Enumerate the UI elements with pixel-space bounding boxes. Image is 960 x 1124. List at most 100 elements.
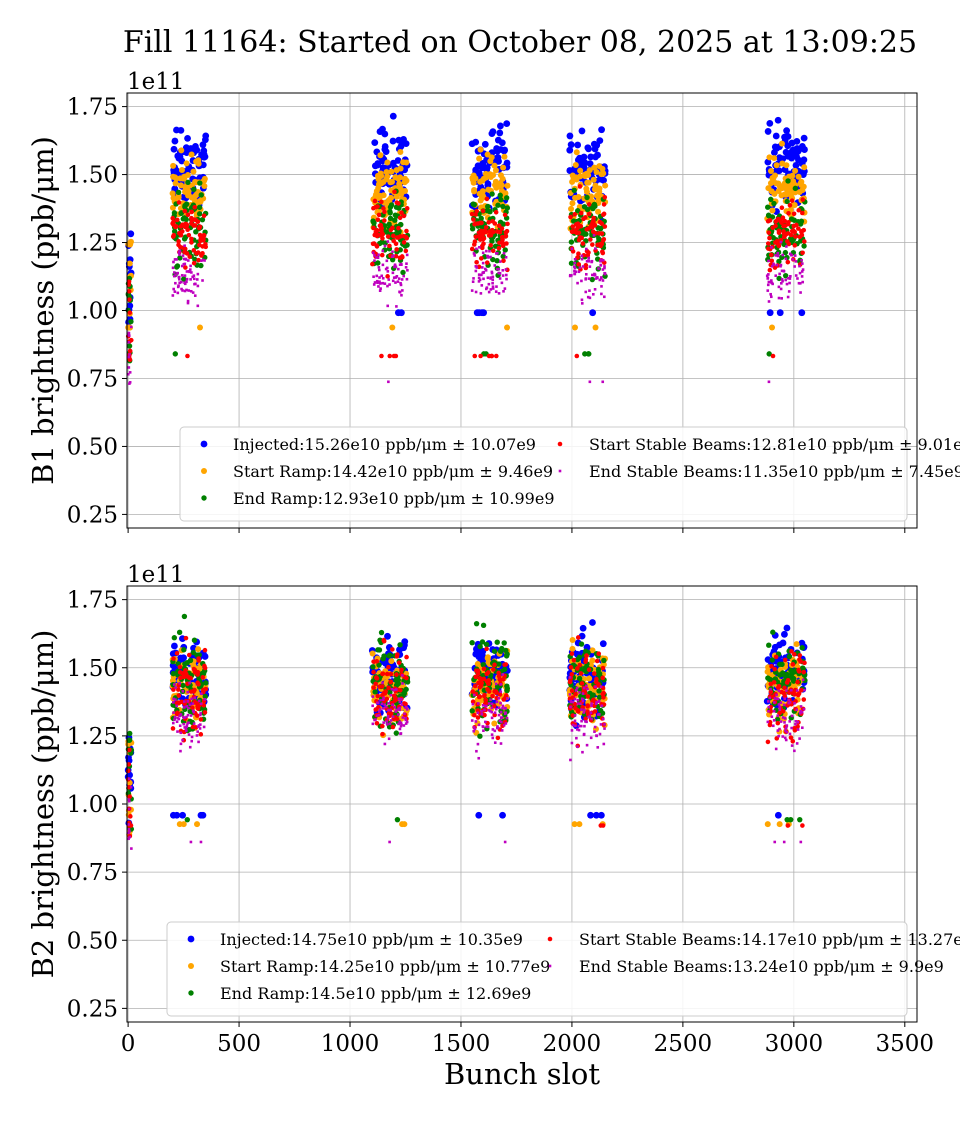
data-point-start-stable-beams xyxy=(492,662,497,668)
data-point-start-stable-beams xyxy=(374,228,380,233)
data-point-end-stable-beams xyxy=(194,282,197,286)
data-point-end-stable-beams xyxy=(482,277,485,281)
data-point-end-stable-beams xyxy=(501,706,504,710)
data-point-end-stable-beams xyxy=(477,723,481,727)
data-point-end-stable-beams xyxy=(482,270,485,274)
data-point-injected xyxy=(586,160,594,168)
data-point-end-stable-beams xyxy=(576,698,580,702)
data-point-start-stable-beams xyxy=(186,232,192,238)
data-point-start-stable-beams xyxy=(785,677,791,683)
data-point-start-stable-beams xyxy=(781,234,787,240)
data-point-end-stable-beams xyxy=(397,267,400,271)
data-point-start-ramp xyxy=(592,182,599,189)
data-point-end-stable-beams xyxy=(487,702,491,705)
data-point-end-stable-beams xyxy=(593,272,596,276)
data-point-end-stable-beams xyxy=(505,277,508,281)
data-point-start-stable-beams xyxy=(497,692,503,697)
data-point-end-stable-beams xyxy=(402,724,406,727)
data-point-start-stable-beams xyxy=(600,665,606,671)
data-point-start-ramp xyxy=(500,164,507,171)
data-point-end-stable-beams xyxy=(798,711,802,715)
data-point-start-stable-beams xyxy=(200,244,205,249)
data-point-start-stable-beams xyxy=(381,690,387,696)
data-point-start-stable-beams xyxy=(388,227,394,233)
data-point-start-stable-beams xyxy=(775,216,781,222)
data-point-start-stable-beams xyxy=(127,348,133,354)
data-point-end-stable-beams xyxy=(199,840,203,844)
data-point-start-ramp xyxy=(491,162,498,169)
data-point-start-stable-beams xyxy=(174,217,180,223)
data-point-start-stable-beams xyxy=(599,221,605,226)
data-point-end-stable-beams xyxy=(193,294,197,297)
data-point-end-ramp xyxy=(774,716,781,723)
data-point-start-ramp xyxy=(572,324,579,331)
data-point-end-stable-beams xyxy=(172,287,175,291)
data-point-end-stable-beams xyxy=(129,325,133,329)
data-point-end-stable-beams xyxy=(183,726,187,729)
data-point-start-ramp xyxy=(779,160,786,167)
data-point-end-stable-beams xyxy=(197,740,200,744)
data-point-end-stable-beams xyxy=(767,380,771,384)
data-point-end-stable-beams xyxy=(199,723,202,726)
data-point-start-stable-beams xyxy=(195,704,200,709)
data-point-start-stable-beams xyxy=(794,222,799,228)
data-point-start-stable-beams xyxy=(796,207,802,213)
legend-entry: End Stable Beams:11.35e10 ppb/μm ± 7.45e… xyxy=(589,462,960,481)
data-point-start-ramp xyxy=(399,821,406,828)
data-point-end-stable-beams xyxy=(186,721,189,725)
data-point-end-ramp xyxy=(203,680,209,686)
data-point-end-stable-beams xyxy=(491,278,495,282)
data-point-start-stable-beams xyxy=(396,660,402,666)
data-point-start-ramp xyxy=(392,174,399,181)
data-point-end-stable-beams xyxy=(178,724,182,728)
data-point-end-stable-beams xyxy=(386,304,390,308)
data-point-end-stable-beams xyxy=(788,701,792,704)
data-point-end-stable-beams xyxy=(782,703,786,707)
data-point-end-stable-beams xyxy=(388,722,392,725)
data-point-end-stable-beams xyxy=(787,290,791,293)
data-point-end-stable-beams xyxy=(573,266,577,270)
data-point-start-stable-beams xyxy=(481,241,486,247)
data-point-end-stable-beams xyxy=(784,726,788,730)
y-tick-label: 1.50 xyxy=(67,163,118,189)
data-point-end-ramp xyxy=(776,258,782,265)
data-point-start-stable-beams xyxy=(578,224,584,229)
data-point-end-stable-beams xyxy=(179,749,182,753)
figure-title: Fill 11164: Started on October 08, 2025 … xyxy=(123,25,917,60)
data-point-end-stable-beams xyxy=(376,701,380,705)
data-point-end-stable-beams xyxy=(503,840,507,844)
data-point-end-stable-beams xyxy=(127,798,131,801)
data-point-end-ramp xyxy=(792,185,799,192)
data-point-end-stable-beams xyxy=(196,730,199,733)
legend-marker xyxy=(558,469,562,473)
data-point-end-stable-beams xyxy=(491,287,495,290)
data-point-end-stable-beams xyxy=(575,686,579,690)
data-point-start-stable-beams xyxy=(382,209,387,215)
data-point-injected xyxy=(199,811,207,819)
data-point-start-ramp xyxy=(384,159,391,166)
data-point-end-stable-beams xyxy=(588,380,592,384)
data-point-start-stable-beams xyxy=(192,223,198,228)
data-point-end-stable-beams xyxy=(493,711,497,714)
data-point-end-stable-beams xyxy=(783,736,787,740)
data-point-end-stable-beams xyxy=(593,288,597,291)
legend-entry: Start Ramp:14.25e10 ppb/μm ± 10.77e9 xyxy=(220,957,550,976)
data-point-end-stable-beams xyxy=(378,280,381,284)
data-point-injected xyxy=(472,138,480,146)
data-point-start-ramp xyxy=(504,182,511,189)
data-point-start-stable-beams xyxy=(183,265,188,270)
data-point-injected xyxy=(589,619,596,626)
data-point-end-stable-beams xyxy=(174,273,177,277)
legend: Injected:14.75e10 ppb/μm ± 10.35e9 Start … xyxy=(166,921,960,1017)
data-point-start-ramp xyxy=(389,324,396,331)
data-point-end-stable-beams xyxy=(799,840,803,844)
data-point-injected xyxy=(781,630,788,638)
data-point-injected xyxy=(503,120,511,128)
data-point-start-stable-beams xyxy=(592,709,598,714)
data-point-end-stable-beams xyxy=(598,732,602,736)
data-point-end-stable-beams xyxy=(603,727,606,730)
data-point-end-stable-beams xyxy=(128,381,132,384)
data-point-end-ramp xyxy=(176,629,183,636)
data-point-end-stable-beams xyxy=(781,279,784,283)
legend-marker xyxy=(548,964,552,968)
